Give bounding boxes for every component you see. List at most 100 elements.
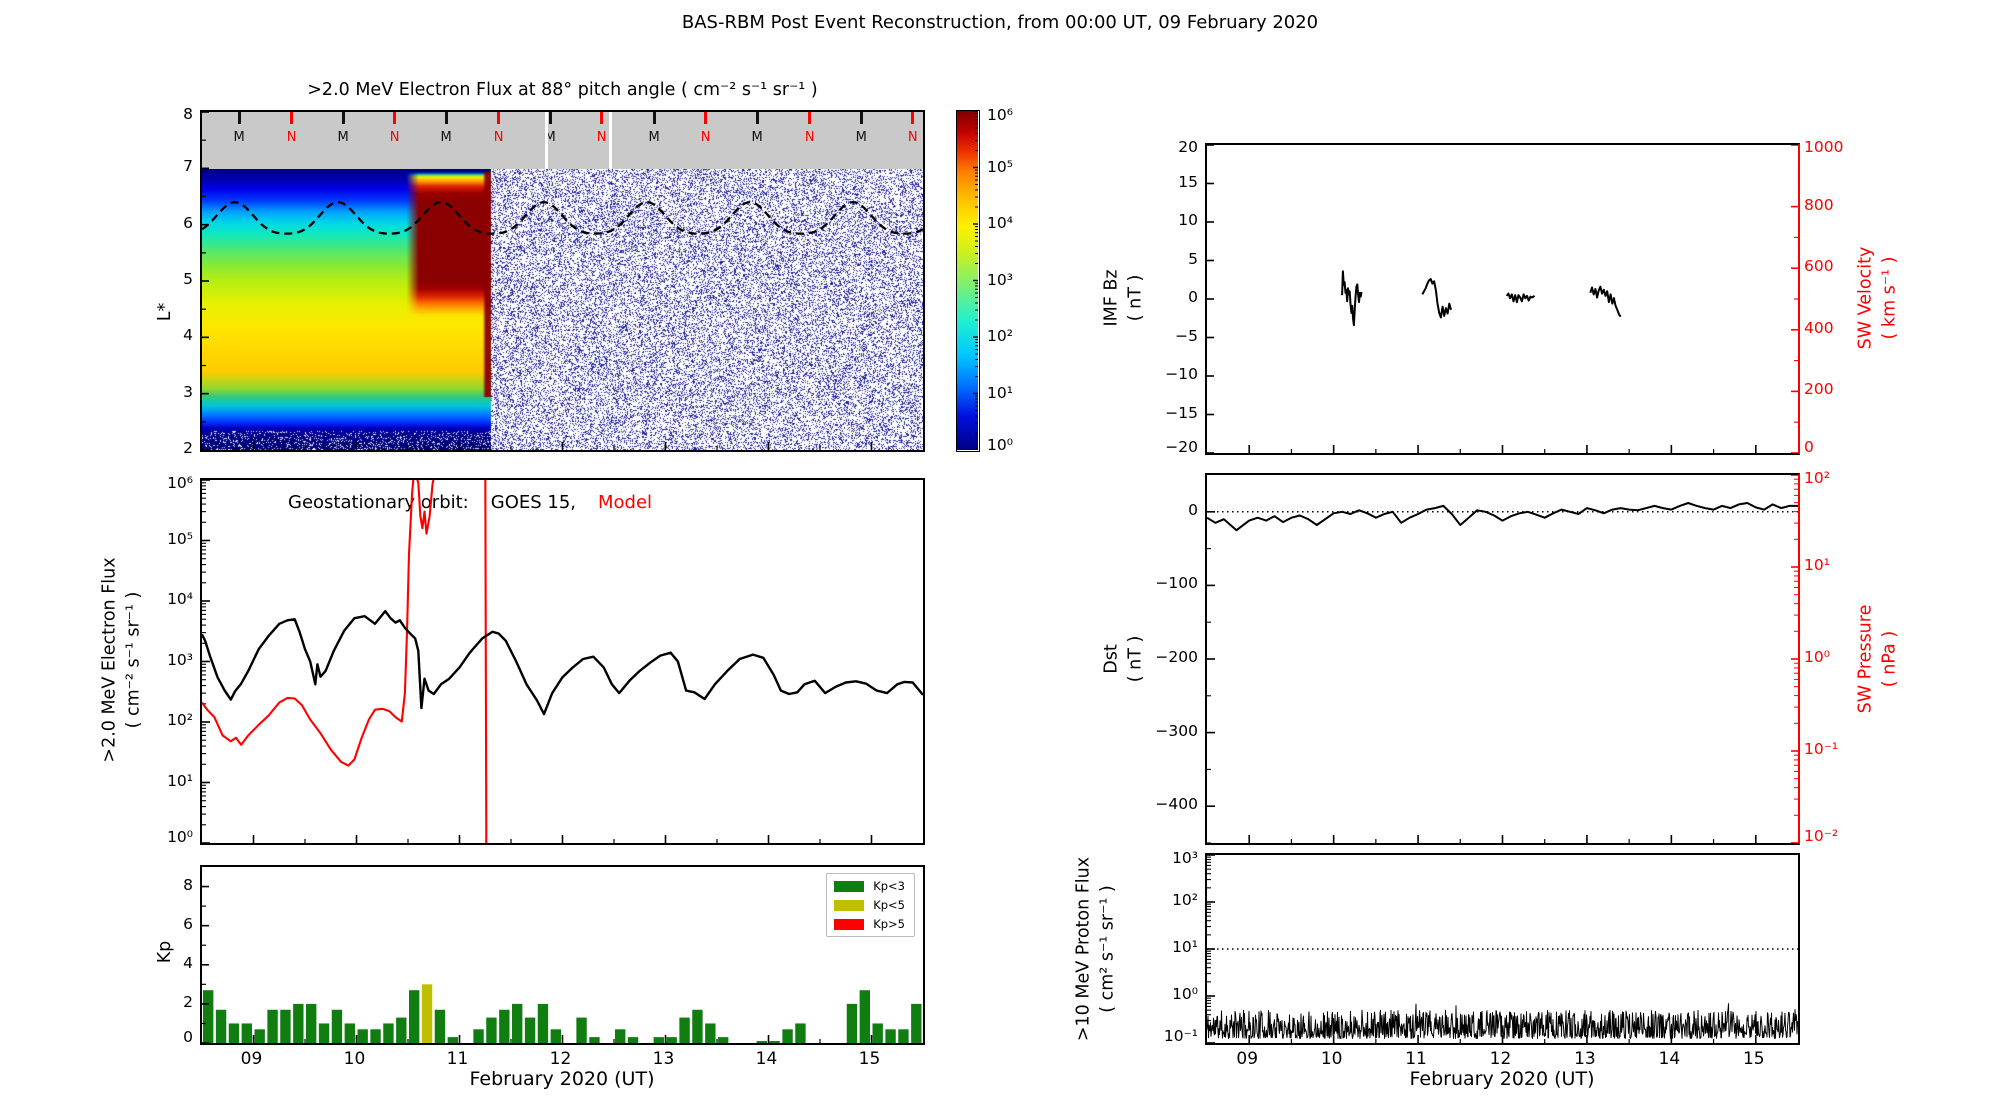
sw-velocity-tick-label: 1000 [1804, 138, 1844, 156]
colorbar-tick-label: 10⁵ [987, 157, 1013, 176]
bz-tick-label: 20 [1178, 138, 1198, 156]
kp-gt5-label: Kp>5 [873, 917, 905, 931]
flux-tick-label: 10³ [167, 650, 193, 669]
noon-tick [548, 112, 552, 124]
proton-tick-label: 10⁰ [1172, 985, 1198, 1003]
kp-tick-label: 8 [183, 875, 193, 894]
sw-pressure-tick-label: 10² [1804, 469, 1830, 487]
colorbar-tick-label: 10⁴ [987, 214, 1013, 232]
proton-flux-panel [1205, 853, 1800, 1045]
legend-row-kp-lt5: Kp<5 [834, 898, 905, 912]
dst-tick-label: 0 [1188, 500, 1198, 519]
midnight-label: N [389, 130, 400, 145]
noon-label: M [337, 130, 349, 145]
proton-tick-label: 10³ [1172, 849, 1198, 867]
goes15-label: GOES 15, [490, 492, 577, 513]
midnight-label: N [907, 130, 918, 145]
imf-bz-panel [1205, 143, 1800, 455]
dst-tick-label: −200 [1155, 648, 1198, 666]
midnight-tick [808, 112, 812, 124]
midnight-tick [290, 112, 294, 124]
noon-tick [444, 112, 448, 124]
kp-lt3-swatch [834, 880, 865, 892]
data-gap-line [609, 112, 613, 169]
kp-tick-label: 0 [183, 1028, 193, 1046]
date-tick-label: 12 [1489, 1049, 1512, 1069]
date-tick-label: 10 [343, 1049, 366, 1069]
dst-panel [1205, 473, 1800, 845]
kp-lt5-swatch [834, 899, 865, 911]
sw-velocity-axis-label: SW Velocity ( km s⁻¹ ) [1855, 246, 1899, 350]
noon-label: M [855, 130, 867, 145]
midnight-label: N [804, 130, 815, 145]
colorbar-tick-label: 10² [987, 327, 1013, 345]
bz-tick-label: −15 [1165, 403, 1198, 422]
dst-axis-label: Dst ( nT ) [1101, 635, 1145, 683]
lstar-tick-label: 8 [183, 105, 193, 123]
colorbar-tick-label: 10³ [987, 270, 1013, 289]
kp-lt3-label: Kp<3 [873, 879, 905, 893]
flux-annotation: Geostationary orbit: GOES 15, Model [288, 492, 674, 513]
colorbar-gradient [957, 111, 978, 450]
dst-tick-label: −400 [1155, 795, 1198, 814]
kp-tick-label: 4 [183, 953, 193, 972]
kp-axis-label: Kp [155, 940, 176, 964]
legend-row-kp-lt3: Kp<3 [834, 879, 905, 893]
midnight-tick [600, 112, 604, 124]
sw-velocity-tick-label: 0 [1804, 438, 1814, 456]
date-tick-label: 11 [1405, 1049, 1427, 1069]
noon-label: M [648, 130, 660, 145]
proton-tick-label: 10⁻¹ [1163, 1027, 1198, 1045]
bz-tick-label: 10 [1178, 211, 1198, 229]
lstar-tick-label: 3 [183, 382, 193, 401]
lstar-axis-label: L* [155, 302, 176, 322]
date-tick-label: 13 [1574, 1049, 1596, 1069]
bz-tick-label: −20 [1165, 438, 1198, 456]
proton-tick-label: 10² [1172, 891, 1198, 909]
bz-tick-label: −5 [1175, 326, 1198, 345]
electron-flux-panel: Geostationary orbit: GOES 15, Model [200, 478, 925, 845]
date-tick-label: 12 [549, 1049, 572, 1069]
model-label: Model [598, 492, 653, 513]
midnight-tick [704, 112, 708, 124]
colorbar-tick-label: 10¹ [987, 383, 1013, 402]
colorbar-tick-label: 10⁶ [987, 106, 1013, 124]
flux-tick-label: 10⁴ [167, 590, 193, 608]
lstar-tick-label: 6 [183, 213, 193, 232]
noon-label: M [233, 130, 245, 145]
sw-velocity-tick-label: 200 [1804, 380, 1834, 399]
date-tick-label: 10 [1320, 1049, 1343, 1069]
noon-tick [341, 112, 345, 124]
x-axis-label-left: February 2020 (UT) [469, 1068, 655, 1090]
sw-pressure-axis-label: SW Pressure ( nPa ) [1855, 604, 1899, 714]
kp-lt5-label: Kp<5 [873, 898, 905, 912]
kp-panel: Kp<3 Kp<5 Kp>5 [200, 865, 925, 1045]
imf-bz-axis-label: IMF Bz ( nT ) [1101, 269, 1145, 327]
noon-label: M [440, 130, 452, 145]
geo-orbit-label: Geostationary orbit: [288, 492, 469, 513]
dst-tick-label: −100 [1155, 574, 1198, 593]
noon-tick [859, 112, 863, 124]
lstar-tick-label: 2 [183, 439, 193, 457]
date-tick-label: 11 [446, 1049, 469, 1069]
kp-tick-label: 2 [183, 992, 193, 1011]
dst-tick-label: −300 [1155, 721, 1198, 740]
flux-tick-label: 10⁶ [167, 474, 193, 492]
date-tick-label: 13 [652, 1049, 675, 1069]
bz-tick-label: 0 [1188, 288, 1198, 306]
date-tick-label: 14 [1658, 1049, 1681, 1069]
noon-label: M [544, 130, 556, 145]
data-gap-line [544, 112, 548, 169]
date-tick-label: 15 [858, 1049, 881, 1069]
midnight-label: N [286, 130, 297, 145]
bz-tick-label: 15 [1178, 172, 1198, 191]
date-tick-label: 15 [1742, 1049, 1765, 1069]
electron-flux-axis-label: >2.0 MeV Electron Flux ( cm⁻² s⁻¹ sr⁻¹ ) [99, 557, 143, 763]
sw-velocity-tick-label: 600 [1804, 257, 1834, 276]
flux-tick-label: 10¹ [167, 771, 193, 790]
sw-pressure-tick-label: 10¹ [1804, 556, 1830, 574]
bz-tick-label: −10 [1165, 365, 1198, 383]
lstar-tick-label: 4 [183, 326, 193, 345]
